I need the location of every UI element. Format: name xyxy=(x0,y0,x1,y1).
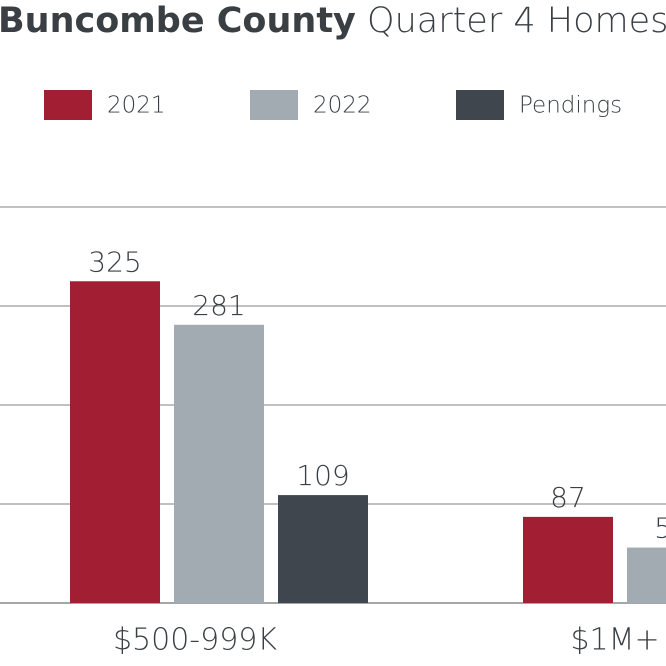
bar xyxy=(278,495,368,603)
value-label: 87 xyxy=(550,481,586,514)
bar xyxy=(70,281,160,603)
legend-swatch xyxy=(250,90,298,120)
bar xyxy=(627,547,666,603)
value-label: 281 xyxy=(192,289,245,322)
legend-label: 2021 xyxy=(107,93,166,119)
value-label: 325 xyxy=(88,245,141,278)
title-rest: Quarter 4 Homes Sold xyxy=(367,1,666,41)
bar xyxy=(523,516,613,603)
chart-title: Buncombe County Quarter 4 Homes Sold xyxy=(0,1,666,41)
value-label: 109 xyxy=(296,459,349,492)
legend-swatch xyxy=(456,90,504,120)
legend-label: Pendings xyxy=(519,93,622,119)
bar xyxy=(174,324,264,603)
legend-swatch xyxy=(44,90,92,120)
legend-label: 2022 xyxy=(313,93,372,119)
title-bold: Buncombe County xyxy=(0,1,356,41)
x-tick-label: $1M+ xyxy=(570,623,659,658)
value-label: 56 xyxy=(654,512,666,545)
x-tick-label: $500-999K xyxy=(113,623,277,658)
